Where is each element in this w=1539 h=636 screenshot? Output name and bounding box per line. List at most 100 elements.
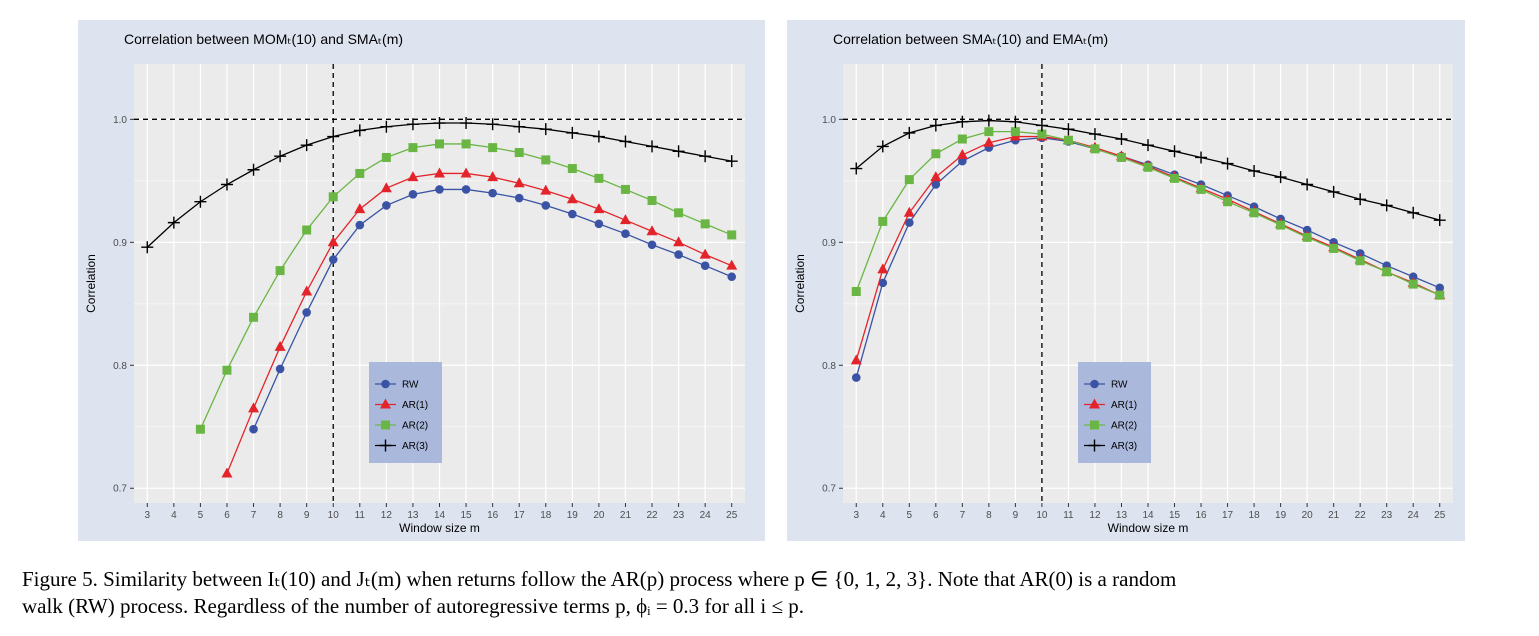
data-point [222, 365, 232, 375]
legend-label: RW [402, 380, 419, 391]
data-point [1382, 267, 1392, 277]
data-point [1037, 129, 1047, 139]
legend-item: AR(3) [1084, 439, 1137, 452]
legend: RW AR(1) AR(2) AR(3) [369, 362, 442, 463]
legend-label: AR(2) [402, 421, 428, 432]
data-point [851, 286, 861, 296]
data-point [594, 173, 604, 183]
data-point [380, 182, 392, 193]
series-ar2 [851, 127, 1445, 300]
data-point [876, 140, 889, 153]
data-point [1355, 249, 1365, 258]
data-point [487, 171, 499, 182]
data-point [1408, 272, 1418, 282]
x-tick-label: 7 [251, 510, 257, 521]
data-point [1115, 133, 1128, 146]
data-point [302, 225, 312, 235]
figure: 0.7 0.8 0.9 1.0 3 4 5 6 7 8 9 10 11 12 13 14 15 16 17 18 19 2… [78, 20, 1465, 541]
data-point [620, 184, 630, 194]
data-point [247, 163, 260, 176]
x-tick-label: 23 [673, 510, 685, 521]
data-point [1276, 220, 1286, 230]
y-tick-label: 1.0 [822, 115, 836, 126]
y-axis-label: Correlation [84, 254, 98, 313]
data-point [646, 225, 658, 236]
data-point [435, 139, 444, 149]
data-point [435, 185, 444, 194]
data-point [1249, 208, 1259, 218]
figure-caption: Figure 5. Similarity between Iₜ(10) and … [22, 566, 1522, 620]
x-tick-label: 25 [726, 510, 738, 521]
data-point [903, 126, 916, 139]
x-axis-label: Window size m [1108, 521, 1189, 535]
x-tick-label: 9 [304, 510, 310, 521]
data-point [539, 123, 552, 136]
legend-item: AR(2) [1084, 420, 1137, 432]
data-point [699, 248, 711, 259]
legend-key-marker [1090, 420, 1099, 430]
caption-line-1: Figure 5. Similarity between Iₜ(10) and … [22, 567, 1177, 591]
x-tick-label: 25 [1434, 510, 1446, 521]
x-tick-label: 6 [224, 510, 230, 521]
series-ar1 [221, 167, 738, 478]
data-point [1302, 232, 1312, 242]
data-point [1223, 197, 1233, 207]
data-point [904, 175, 914, 185]
data-point [850, 354, 862, 365]
data-point [956, 115, 969, 128]
data-point [406, 118, 419, 131]
x-tick-label: 15 [461, 510, 473, 521]
data-point [877, 263, 889, 274]
data-point [930, 171, 942, 182]
data-point [1009, 115, 1022, 128]
legend-key-marker [379, 439, 392, 452]
series-ar3 [141, 117, 738, 254]
data-point [380, 120, 393, 133]
data-point [1355, 256, 1365, 266]
y-tick-label: 0.9 [822, 238, 836, 249]
data-point [699, 150, 712, 163]
series-rw [249, 185, 737, 434]
data-point [1221, 157, 1234, 170]
data-point [982, 114, 995, 127]
data-point [1062, 123, 1075, 136]
legend-item: AR(2) [375, 420, 428, 432]
x-tick-label: 15 [1169, 510, 1181, 521]
data-point [354, 203, 366, 214]
data-point [1035, 119, 1048, 132]
data-point [1168, 145, 1181, 158]
data-point [274, 340, 286, 351]
data-point [408, 143, 418, 153]
data-point [594, 219, 604, 229]
data-point [1435, 290, 1445, 300]
data-point [275, 364, 285, 374]
data-point [328, 255, 338, 264]
data-point [514, 148, 524, 158]
x-tick-label: 16 [1195, 510, 1207, 521]
data-point [381, 152, 391, 162]
data-point [1195, 151, 1208, 164]
y-tick-label: 1.0 [113, 115, 127, 126]
data-point [1170, 173, 1180, 183]
data-point [1142, 139, 1154, 152]
data-point [1088, 128, 1101, 141]
data-point [1329, 243, 1339, 253]
data-point [672, 145, 685, 158]
x-tick-label: 14 [1142, 510, 1154, 521]
data-point [1116, 152, 1126, 162]
x-tick-label: 6 [933, 510, 939, 521]
data-point [249, 312, 259, 322]
data-point [275, 266, 285, 276]
series-line [226, 172, 732, 474]
chart-panel-1: 0.7 0.8 0.9 1.0 3 4 5 6 7 8 9 10 11 12 13 14 15 16 17 18 19 2… [78, 20, 765, 541]
data-point [983, 136, 995, 147]
data-point [301, 285, 313, 296]
data-point [514, 193, 524, 203]
legend-item: AR(3) [375, 439, 428, 452]
data-point [353, 124, 366, 137]
data-point [647, 240, 657, 250]
x-tick-label: 21 [620, 510, 632, 521]
data-point [1196, 184, 1206, 194]
x-tick-label: 11 [1063, 510, 1074, 521]
legend-key-marker [1088, 439, 1101, 452]
